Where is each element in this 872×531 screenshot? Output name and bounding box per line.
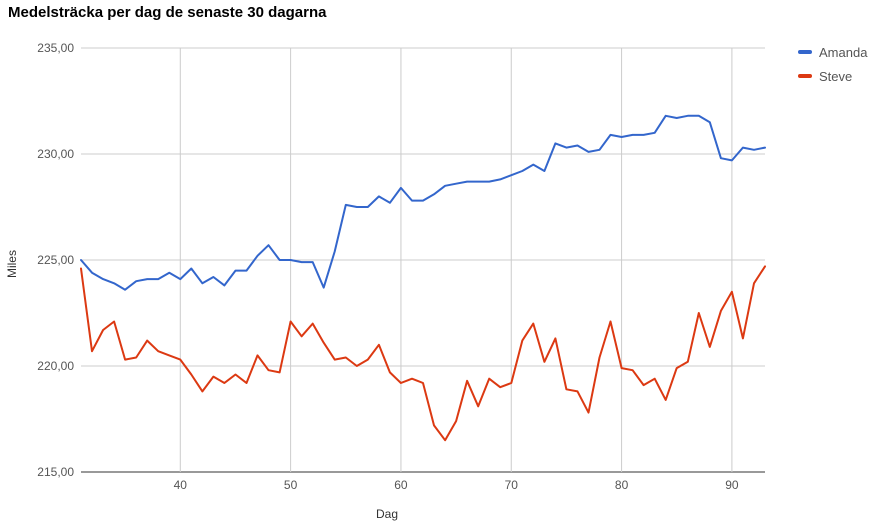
y-tick-label: 230,00 [37, 147, 74, 161]
legend-label-steve: Steve [819, 68, 853, 84]
legend-swatch-amanda [798, 50, 812, 54]
legend-item-amanda[interactable]: Amanda [798, 40, 867, 64]
y-axis-title: Miles [5, 250, 19, 278]
legend-swatch-steve [798, 74, 812, 78]
x-axis-title: Dag [376, 507, 398, 521]
series-line-steve [80, 265, 766, 442]
y-tick-label: 220,00 [37, 359, 74, 373]
grid-lines [81, 47, 765, 473]
tick-labels: 215,00 220,00 225,00 230,00 235,00 40 50 60 70 80… [37, 41, 739, 492]
x-tick-label: 60 [394, 478, 408, 492]
chart-title: Medelsträcka per dag de senaste 30 dagar… [8, 4, 327, 21]
legend-label-amanda: Amanda [819, 44, 868, 60]
x-tick-label: 50 [284, 478, 298, 492]
x-tick-label: 40 [174, 478, 188, 492]
x-tick-label: 70 [505, 478, 519, 492]
series-line-amanda [80, 114, 766, 291]
legend: Amanda Steve [798, 40, 867, 88]
series-lines [80, 114, 766, 442]
y-tick-label: 225,00 [37, 253, 74, 267]
x-tick-label: 90 [725, 478, 739, 492]
y-tick-label: 235,00 [37, 41, 74, 55]
x-tick-label: 80 [615, 478, 629, 492]
y-tick-label: 215,00 [37, 465, 74, 479]
legend-item-steve[interactable]: Steve [798, 64, 867, 88]
